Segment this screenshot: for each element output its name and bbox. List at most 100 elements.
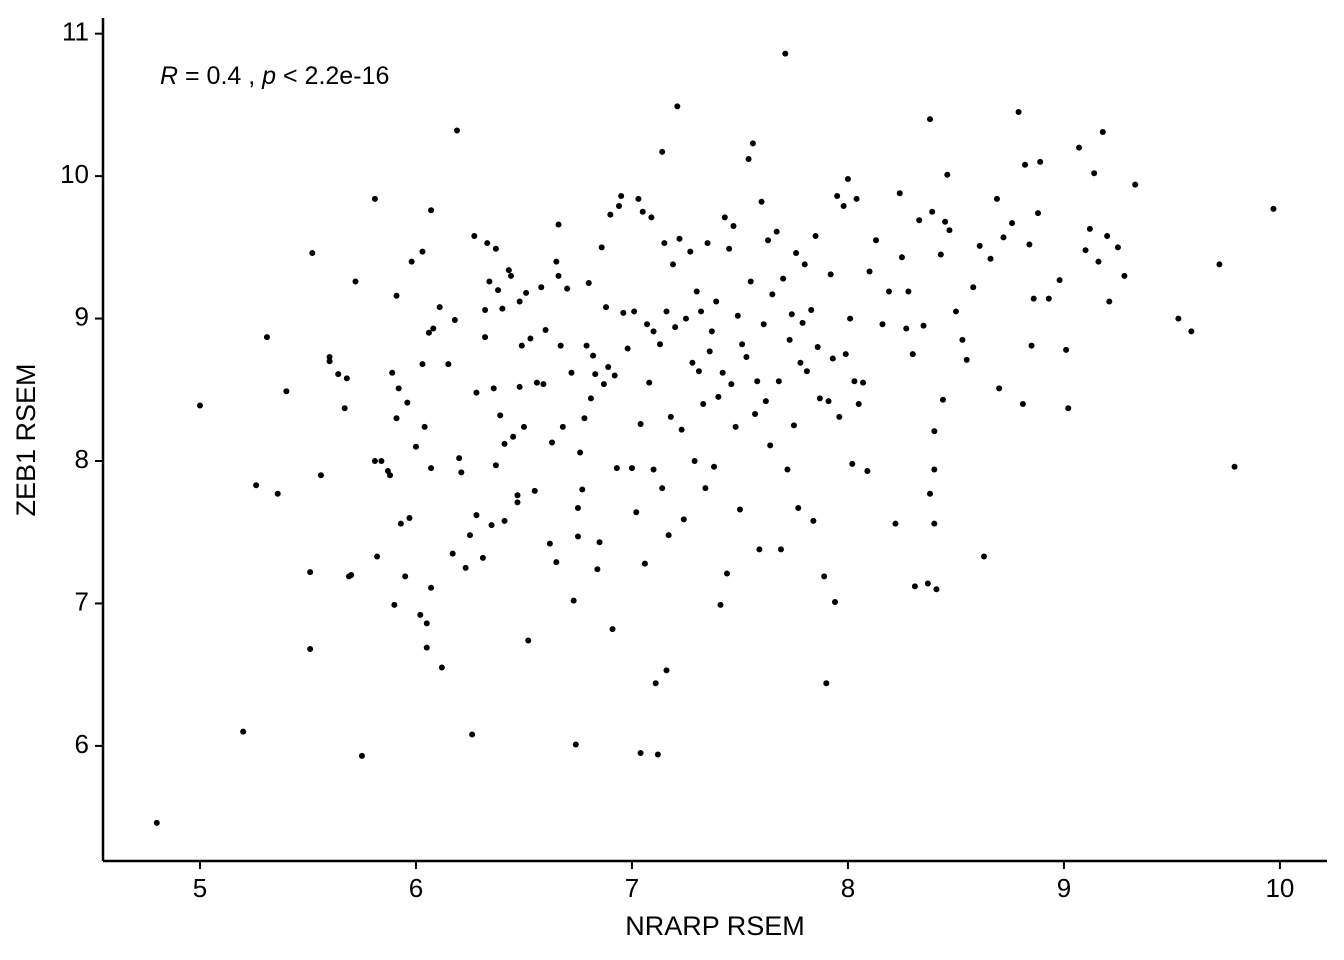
point	[939, 396, 946, 403]
point	[1231, 463, 1238, 470]
point	[579, 486, 586, 493]
point	[527, 335, 534, 342]
point	[553, 258, 560, 265]
point	[905, 288, 912, 295]
x-axis-title: NRARP RSEM	[625, 911, 805, 941]
point	[715, 393, 722, 400]
point	[885, 288, 892, 295]
point	[1045, 295, 1052, 302]
point	[825, 398, 832, 405]
point	[927, 116, 934, 123]
point	[734, 312, 741, 319]
point	[486, 278, 493, 285]
point	[1216, 261, 1223, 268]
point	[864, 467, 871, 474]
point	[663, 667, 670, 674]
point	[274, 490, 281, 497]
point	[898, 254, 905, 261]
point	[698, 308, 705, 315]
point	[574, 505, 581, 512]
point	[466, 532, 473, 539]
point	[1091, 170, 1098, 177]
point	[952, 308, 959, 315]
point	[1175, 315, 1182, 322]
point	[1076, 144, 1083, 151]
point	[1000, 234, 1007, 241]
point	[911, 583, 918, 590]
point	[855, 401, 862, 408]
point	[542, 326, 549, 333]
point	[847, 315, 854, 322]
point	[153, 819, 160, 826]
point	[523, 289, 530, 296]
point	[577, 449, 584, 456]
point	[873, 237, 880, 244]
point	[693, 288, 700, 295]
point	[851, 378, 858, 385]
point	[814, 344, 821, 351]
point	[449, 550, 456, 557]
point	[438, 664, 445, 671]
point	[458, 469, 465, 476]
point	[659, 148, 666, 155]
point	[782, 50, 789, 57]
point	[773, 228, 780, 235]
point	[473, 389, 480, 396]
point	[784, 466, 791, 473]
point	[706, 348, 713, 355]
point	[533, 379, 540, 386]
y-tick-label: 8	[75, 444, 89, 474]
point	[676, 235, 683, 242]
point	[786, 336, 793, 343]
y-tick-label: 9	[75, 301, 89, 331]
point	[976, 242, 983, 249]
point	[445, 361, 452, 368]
point	[607, 211, 614, 218]
point	[406, 514, 413, 521]
y-tick-label: 7	[75, 586, 89, 616]
point	[695, 368, 702, 375]
point	[600, 381, 607, 388]
point	[495, 287, 502, 294]
point	[283, 388, 290, 395]
point	[1009, 220, 1016, 227]
point	[762, 398, 769, 405]
point	[395, 385, 402, 392]
point	[1056, 277, 1063, 284]
point	[866, 268, 873, 275]
point	[391, 601, 398, 608]
point	[739, 341, 746, 348]
point	[946, 227, 953, 234]
point	[743, 354, 750, 361]
point	[469, 731, 476, 738]
point	[646, 379, 653, 386]
point	[790, 422, 797, 429]
point	[1082, 247, 1089, 254]
point	[637, 420, 644, 427]
point	[916, 217, 923, 224]
x-tick-label: 8	[841, 873, 855, 903]
point	[691, 458, 698, 465]
y-tick-label: 11	[62, 17, 89, 47]
point	[717, 601, 724, 608]
x-tick-label: 9	[1057, 873, 1071, 903]
point	[516, 298, 523, 305]
point	[555, 221, 562, 228]
point	[603, 304, 610, 311]
point	[568, 369, 575, 376]
point	[736, 506, 743, 513]
point	[508, 272, 514, 279]
point	[829, 355, 836, 362]
y-tick-label: 10	[60, 159, 89, 189]
point	[663, 308, 670, 315]
point	[419, 361, 426, 368]
point	[1063, 346, 1070, 353]
point	[572, 741, 579, 748]
point	[352, 278, 359, 285]
point	[605, 363, 612, 370]
point	[518, 342, 525, 349]
point	[389, 369, 396, 376]
y-axis-title: ZEB1 RSEM	[11, 363, 41, 516]
point	[981, 553, 988, 560]
point	[1028, 342, 1035, 349]
